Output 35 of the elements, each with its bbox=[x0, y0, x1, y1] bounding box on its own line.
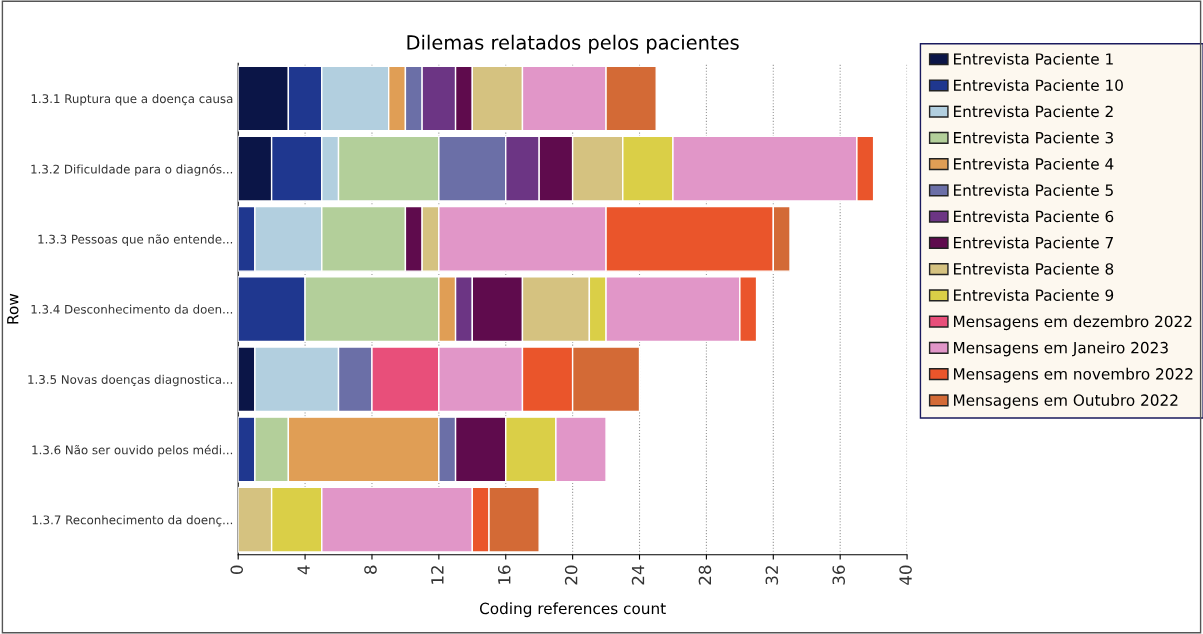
y-axis-title: Row bbox=[7, 293, 19, 324]
x-tick-label: 8 bbox=[364, 565, 377, 574]
y-tick-label: 1.3.1 Ruptura que a doença causa bbox=[31, 94, 233, 106]
legend-label: Entrevista Paciente 4 bbox=[954, 157, 1114, 170]
legend-label: Entrevista Paciente 10 bbox=[954, 79, 1123, 91]
y-tick-label: 1.3.6 Não ser ouvido pelos médi... bbox=[32, 444, 233, 457]
legend-label: Mensagens em Outubro 2022 bbox=[954, 394, 1178, 409]
y-tick-label: 1.3.3 Pessoas que não entende... bbox=[38, 234, 233, 246]
legend-label: Entrevista Paciente 8 bbox=[954, 262, 1114, 275]
y-tick-label: 1.3.2 Dificuldade para o diagnós... bbox=[31, 163, 233, 176]
x-tick-label: 40 bbox=[899, 565, 912, 585]
legend-label: Entrevista Paciente 6 bbox=[954, 210, 1114, 223]
legend-label: Entrevista Paciente 9 bbox=[954, 289, 1114, 301]
legend-label: Entrevista Paciente 1 bbox=[954, 52, 1113, 65]
x-tick-label: 16 bbox=[497, 565, 511, 584]
x-tick-label: 24 bbox=[631, 565, 645, 585]
x-tick-label: 20 bbox=[564, 565, 578, 585]
legend-label: Entrevista Paciente 2 bbox=[954, 105, 1113, 118]
legend-label: Entrevista Paciente 5 bbox=[954, 184, 1113, 196]
legend-label: Mensagens em dezembro 2022 bbox=[954, 315, 1192, 331]
y-tick-label: 1.3.5 Novas doenças diagnostica... bbox=[28, 374, 233, 387]
legend-label: Mensagens em Janeiro 2023 bbox=[954, 341, 1168, 357]
legend-label: Entrevista Paciente 7 bbox=[954, 236, 1113, 249]
y-tick-label: 1.3.4 Desconhecimento da doen... bbox=[31, 304, 233, 314]
legend-label: Mensagens em novembro 2022 bbox=[954, 367, 1193, 383]
x-tick-label: 12 bbox=[431, 566, 444, 584]
x-tick-label: 0 bbox=[230, 565, 244, 574]
x-tick-label: 36 bbox=[832, 565, 846, 585]
y-tick-label: 1.3.7 Reconhecimento da doenç... bbox=[32, 515, 233, 527]
x-tick-label: 28 bbox=[698, 565, 712, 585]
chart-title: Dilemas relatados pelos pacientes bbox=[407, 34, 739, 54]
legend-label: Entrevista Paciente 3 bbox=[954, 131, 1113, 144]
x-tick-label: 32 bbox=[765, 566, 779, 585]
x-axis-title: Coding references count bbox=[479, 602, 666, 618]
x-tick-label: 4 bbox=[297, 565, 310, 575]
